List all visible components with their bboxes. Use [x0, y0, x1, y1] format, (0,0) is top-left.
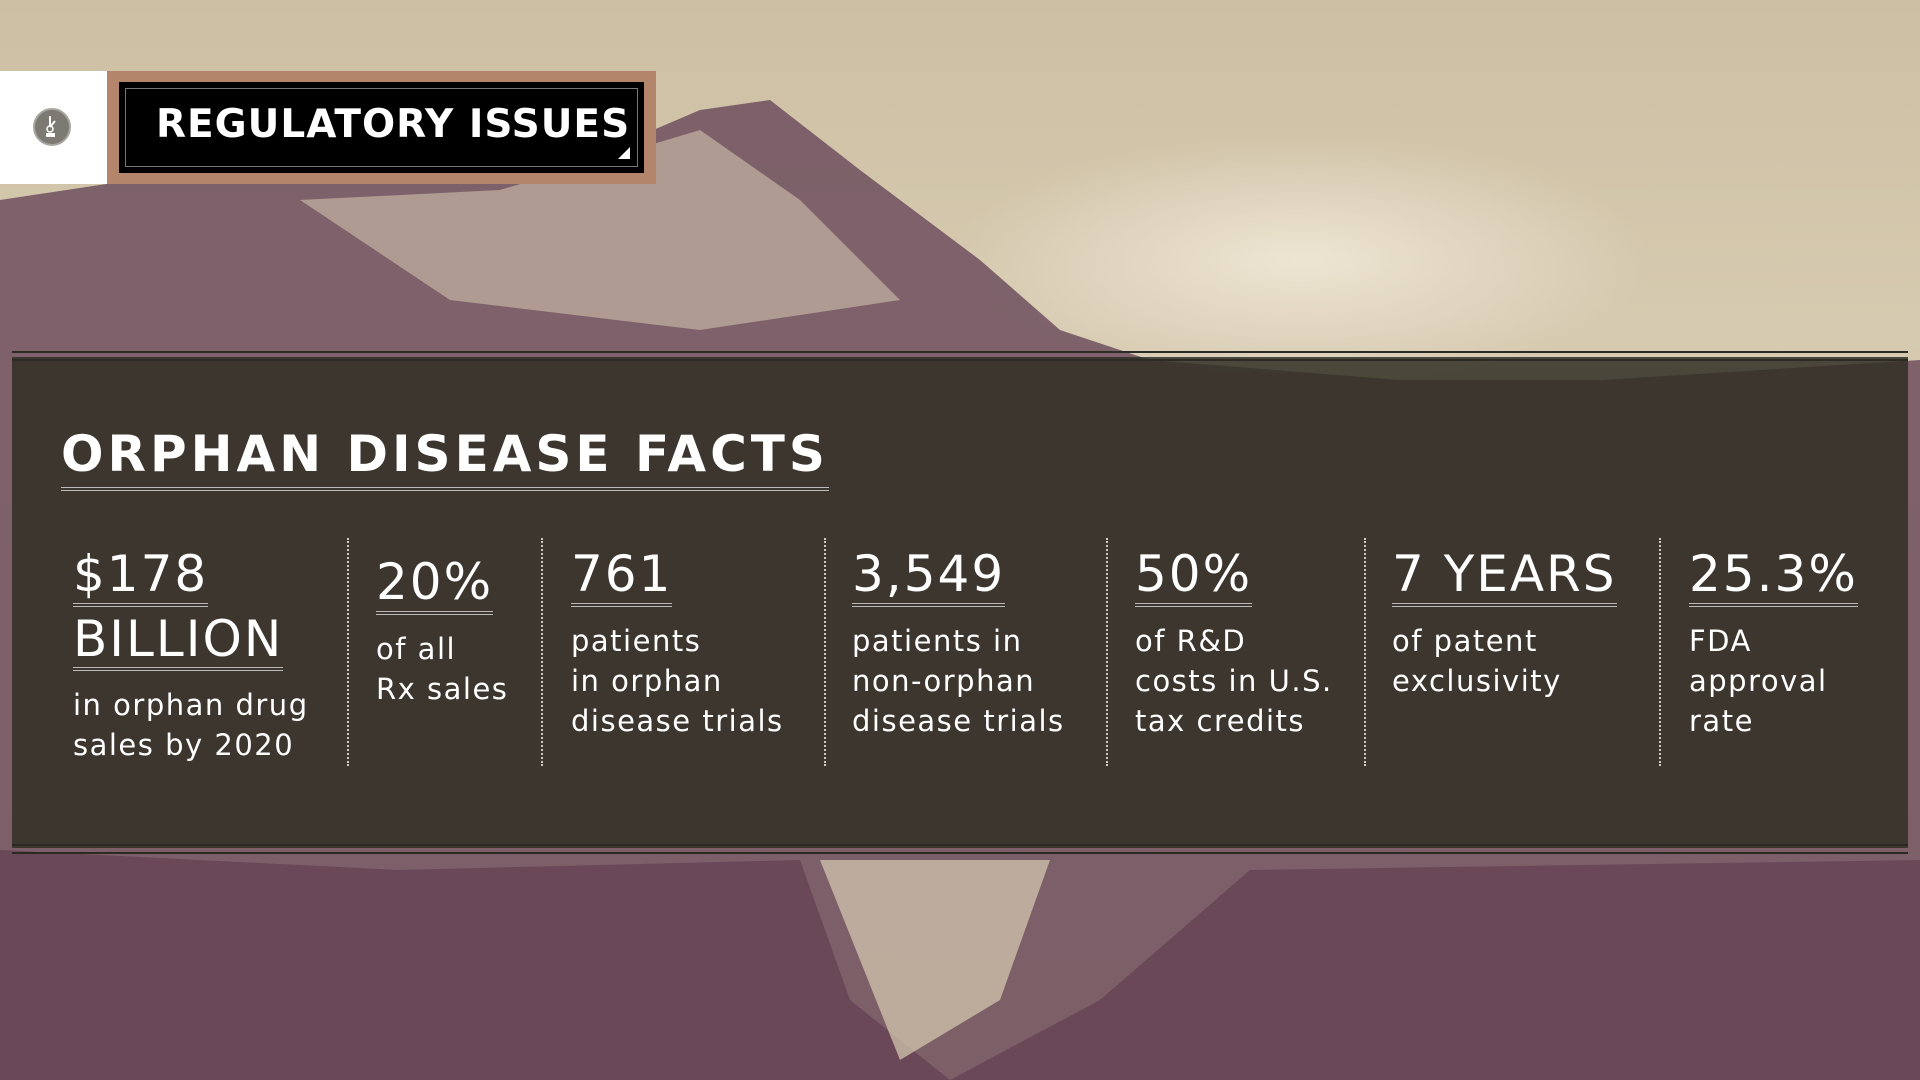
fact-value: 25.3%: [1689, 548, 1858, 607]
fact-value: 50%: [1135, 548, 1253, 607]
fact-value: 3,549: [852, 548, 1006, 607]
clock-badge-icon: [33, 108, 71, 146]
fact-value: 761: [571, 548, 673, 607]
panel-heading: ORPHAN DISEASE FACTS: [61, 425, 829, 491]
fact-item: $178 BILLION in orphan drug sales by 202…: [73, 548, 309, 765]
fact-item: 50% of R&D costs in U.S. tax credits: [1135, 548, 1333, 741]
facts-panel: [12, 351, 1908, 854]
corner-triangle-icon: [618, 147, 630, 159]
fact-item: 761 patients in orphan disease trials: [571, 548, 784, 741]
fact-description: of R&D costs in U.S. tax credits: [1135, 623, 1333, 738]
fact-description: patients in orphan disease trials: [571, 623, 784, 738]
fact-item: 3,549 patients in non-orphan disease tri…: [852, 548, 1065, 741]
fact-description: in orphan drug sales by 2020: [73, 688, 309, 762]
fact-value: 20%: [376, 556, 494, 615]
section-title: REGULATORY ISSUES: [156, 102, 631, 147]
fact-item: 20% of all Rx sales: [376, 556, 508, 709]
divider: [1659, 538, 1661, 766]
divider: [824, 538, 826, 766]
divider: [541, 538, 543, 766]
fact-description: FDA approval rate: [1689, 623, 1828, 738]
section-header: REGULATORY ISSUES: [107, 71, 656, 184]
fact-description: of patent exclusivity: [1392, 623, 1562, 698]
fact-item: 7 YEARS of patent exclusivity: [1392, 548, 1617, 701]
divider: [1364, 538, 1366, 766]
fact-description: patients in non-orphan disease trials: [852, 623, 1065, 738]
divider: [1106, 538, 1108, 766]
fact-item: 25.3% FDA approval rate: [1689, 548, 1858, 741]
fact-value: $178: [73, 548, 209, 607]
divider: [347, 538, 349, 766]
fact-value: 7 YEARS: [1392, 548, 1617, 607]
fact-description: of all Rx sales: [376, 631, 509, 706]
fact-value-unit: BILLION: [73, 612, 284, 671]
